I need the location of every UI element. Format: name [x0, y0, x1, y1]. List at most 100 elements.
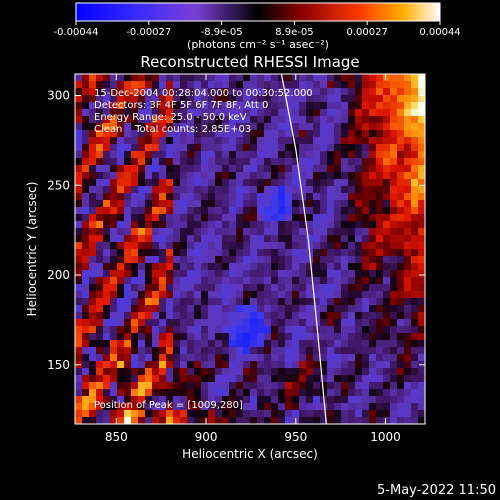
- heatmap-cell: [236, 137, 244, 145]
- heatmap-cell: [236, 375, 244, 383]
- heatmap-cell: [82, 368, 90, 376]
- heatmap-cell: [75, 347, 83, 355]
- heatmap-cell: [250, 207, 258, 215]
- heatmap-cell: [180, 277, 188, 285]
- heatmap-cell: [348, 389, 356, 397]
- heatmap-cell: [103, 186, 111, 194]
- heatmap-cell: [96, 291, 104, 299]
- heatmap-cell: [362, 88, 370, 96]
- heatmap-cell: [159, 333, 167, 341]
- heatmap-cell: [145, 235, 153, 243]
- heatmap-cell: [285, 375, 293, 383]
- heatmap-cell: [369, 305, 377, 313]
- heatmap-cell: [306, 340, 314, 348]
- heatmap-cell: [243, 354, 251, 362]
- heatmap-cell: [159, 186, 167, 194]
- heatmap-cell: [369, 284, 377, 292]
- heatmap-cell: [341, 298, 349, 306]
- heatmap-cell: [355, 270, 363, 278]
- heatmap-cell: [285, 354, 293, 362]
- heatmap-cell: [124, 354, 132, 362]
- heatmap-cell: [243, 382, 251, 390]
- heatmap-cell: [215, 186, 223, 194]
- heatmap-cell: [362, 235, 370, 243]
- heatmap-cell: [348, 109, 356, 117]
- heatmap-cell: [215, 312, 223, 320]
- heatmap-cell: [355, 95, 363, 103]
- heatmap-cell: [369, 298, 377, 306]
- heatmap-cell: [257, 214, 265, 222]
- heatmap-cell: [103, 221, 111, 229]
- heatmap-cell: [201, 270, 209, 278]
- heatmap-cell: [411, 312, 419, 320]
- heatmap-cell: [306, 221, 314, 229]
- heatmap-cell: [180, 158, 188, 166]
- heatmap-cell: [124, 389, 132, 397]
- heatmap-cell: [82, 214, 90, 222]
- heatmap-cell: [299, 151, 307, 159]
- heatmap-cell: [236, 284, 244, 292]
- heatmap-cell: [306, 158, 314, 166]
- heatmap-cell: [320, 417, 328, 424]
- heatmap-cell: [383, 165, 391, 173]
- heatmap-cell: [306, 102, 314, 110]
- heatmap-cell: [257, 165, 265, 173]
- heatmap-cell: [124, 88, 132, 96]
- heatmap-cell: [117, 235, 125, 243]
- heatmap-cell: [201, 410, 209, 418]
- heatmap-cell: [278, 312, 286, 320]
- heatmap-cell: [201, 200, 209, 208]
- heatmap-cell: [194, 354, 202, 362]
- heatmap-cell: [187, 417, 195, 424]
- heatmap-cell: [327, 403, 335, 411]
- heatmap-cell: [110, 270, 118, 278]
- heatmap-cell: [75, 263, 83, 271]
- heatmap-cell: [75, 95, 83, 103]
- heatmap-cell: [320, 186, 328, 194]
- heatmap-cell: [96, 137, 104, 145]
- heatmap-cell: [152, 207, 160, 215]
- heatmap-cell: [110, 88, 118, 96]
- heatmap-cell: [334, 81, 342, 89]
- heatmap-cell: [187, 200, 195, 208]
- heatmap-cell: [271, 291, 279, 299]
- heatmap-cell: [327, 312, 335, 320]
- heatmap-cell: [327, 200, 335, 208]
- heatmap-cell: [334, 326, 342, 334]
- heatmap-cell: [145, 242, 153, 250]
- heatmap-cell: [271, 319, 279, 327]
- heatmap-cell: [131, 375, 139, 383]
- heatmap-cell: [166, 207, 174, 215]
- heatmap-cell: [271, 81, 279, 89]
- heatmap-cell: [369, 340, 377, 348]
- heatmap-cell: [229, 95, 237, 103]
- heatmap-cell: [306, 130, 314, 138]
- heatmap-cell: [264, 151, 272, 159]
- heatmap-cell: [362, 130, 370, 138]
- heatmap-cell: [89, 228, 97, 236]
- heatmap-cell: [103, 340, 111, 348]
- heatmap-cell: [187, 179, 195, 187]
- heatmap-cell: [320, 179, 328, 187]
- heatmap-cell: [208, 165, 216, 173]
- heatmap-cell: [411, 347, 419, 355]
- heatmap-cell: [201, 396, 209, 404]
- heatmap-cell: [201, 123, 209, 131]
- heatmap-cell: [418, 249, 425, 257]
- heatmap-cell: [320, 305, 328, 313]
- heatmap-cell: [89, 256, 97, 264]
- heatmap-cell: [383, 102, 391, 110]
- heatmap-cell: [208, 102, 216, 110]
- heatmap-cell: [194, 95, 202, 103]
- heatmap-cell: [180, 172, 188, 180]
- heatmap-cell: [243, 298, 251, 306]
- heatmap-cell: [173, 235, 181, 243]
- heatmap-cell: [271, 235, 279, 243]
- heatmap-cell: [117, 214, 125, 222]
- heatmap-cell: [236, 207, 244, 215]
- heatmap-cell: [278, 165, 286, 173]
- heatmap-cell: [397, 312, 405, 320]
- heatmap-cell: [250, 305, 258, 313]
- heatmap-cell: [250, 116, 258, 124]
- heatmap-cell: [376, 186, 384, 194]
